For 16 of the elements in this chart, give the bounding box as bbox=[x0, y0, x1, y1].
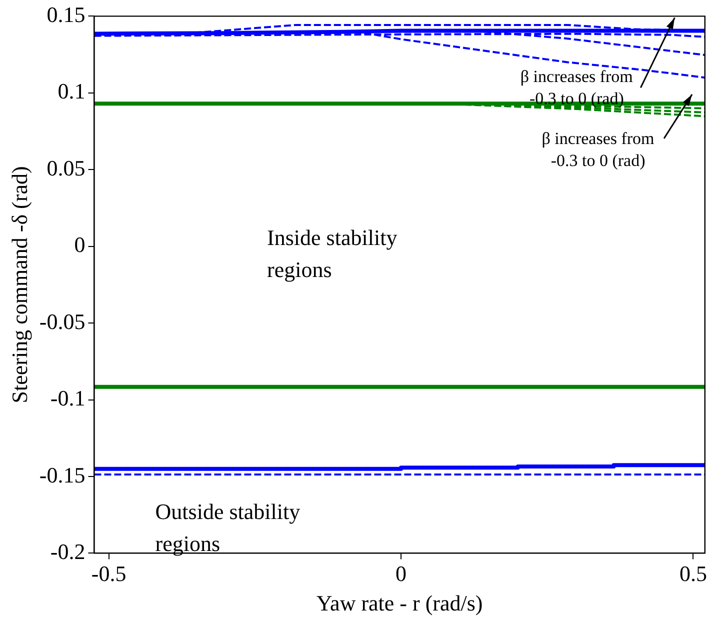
y-tick-label: -0.15 bbox=[39, 462, 86, 488]
annotation: β increases from -0.3 to 0 (rad) bbox=[542, 128, 654, 170]
annotation: Inside stability regions bbox=[267, 224, 398, 282]
y-tick-label: 0.05 bbox=[46, 155, 86, 180]
x-axis-title: Yaw rate - r (rad/s) bbox=[316, 590, 483, 616]
x-tick-label: 0.5 bbox=[679, 561, 707, 586]
y-tick-label: 0.15 bbox=[46, 2, 86, 27]
y-tick-label: -0.2 bbox=[50, 538, 86, 564]
annotation: Outside stability regions bbox=[155, 498, 300, 556]
y-tick-label: 0.1 bbox=[58, 78, 86, 104]
y-axis-title: Steering command -δ (rad) bbox=[6, 166, 32, 404]
y-tick-label: -0.1 bbox=[50, 386, 86, 411]
x-tick-label: 0 bbox=[396, 561, 407, 586]
y-tick-label: -0.05 bbox=[39, 308, 86, 334]
x-tick-label: -0.5 bbox=[91, 561, 126, 586]
y-tick-label: 0 bbox=[74, 232, 86, 258]
